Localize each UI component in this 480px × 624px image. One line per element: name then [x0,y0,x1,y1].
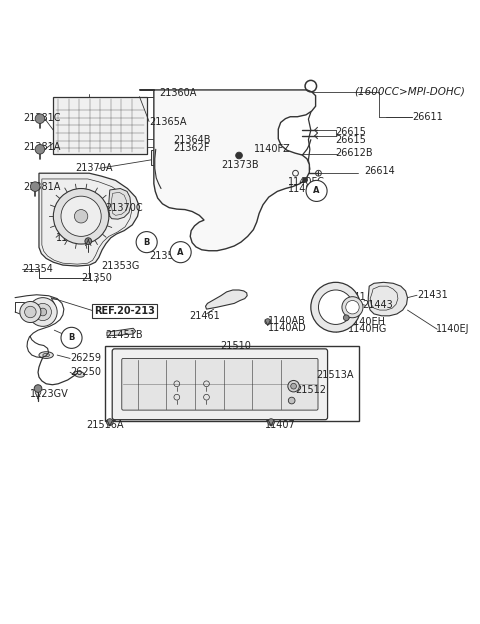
Ellipse shape [74,371,84,377]
Text: 21381A: 21381A [24,182,61,192]
Circle shape [74,210,88,223]
Text: 21461: 21461 [190,311,220,321]
Text: 1140EJ: 1140EJ [436,324,470,334]
Ellipse shape [63,109,89,142]
Text: 21513A: 21513A [317,370,354,380]
Text: 21350: 21350 [81,273,112,283]
Text: 1140FC: 1140FC [288,177,325,187]
Circle shape [34,303,51,321]
Text: 1123GV: 1123GV [30,389,69,399]
Circle shape [291,383,297,389]
Text: 21512: 21512 [296,386,326,396]
Circle shape [342,296,363,318]
FancyBboxPatch shape [112,349,327,420]
Circle shape [311,282,360,332]
Text: 21360A: 21360A [159,88,196,98]
Ellipse shape [43,353,49,357]
Text: 21451B: 21451B [105,330,143,340]
Circle shape [24,306,36,318]
Text: 21441: 21441 [336,291,366,301]
Circle shape [346,301,359,314]
FancyBboxPatch shape [122,358,318,410]
Circle shape [343,315,349,321]
Text: B: B [144,238,150,246]
Polygon shape [235,148,249,165]
Text: (1600CC>MPI-DOHC): (1600CC>MPI-DOHC) [354,86,465,96]
Text: 26615: 26615 [336,135,367,145]
Circle shape [303,177,308,182]
Text: 21370A: 21370A [75,163,112,173]
Circle shape [288,381,300,392]
Text: 1140EH: 1140EH [348,316,386,326]
Circle shape [288,397,295,404]
Text: 21381A: 21381A [24,142,61,152]
Circle shape [35,114,45,124]
Text: A: A [178,248,184,256]
Polygon shape [205,290,247,309]
Ellipse shape [226,212,244,224]
Text: 21431: 21431 [417,290,448,300]
Circle shape [318,290,353,324]
Circle shape [30,182,40,192]
Circle shape [107,419,113,426]
Text: 11407: 11407 [265,420,296,430]
Text: 1140FZ: 1140FZ [254,144,291,154]
Polygon shape [152,150,163,165]
Circle shape [170,241,191,263]
Polygon shape [39,173,140,266]
Circle shape [136,232,157,253]
Polygon shape [368,282,408,316]
Text: 26250: 26250 [70,368,101,378]
Circle shape [61,196,101,236]
Ellipse shape [68,114,84,137]
Text: 26611: 26611 [412,112,443,122]
Text: 21362F: 21362F [173,143,209,153]
Text: 21510: 21510 [220,341,251,351]
Text: 26612B: 26612B [336,148,373,158]
Text: 21370C: 21370C [105,203,143,213]
Polygon shape [53,97,147,154]
Text: 1140AB: 1140AB [268,316,306,326]
Text: 1140AH: 1140AH [288,185,326,195]
Text: B: B [68,333,75,343]
Circle shape [28,298,57,326]
Text: 26259: 26259 [70,353,101,363]
Polygon shape [107,328,136,336]
Text: 1140FZ: 1140FZ [56,233,93,243]
Text: 21352K: 21352K [149,250,186,261]
Circle shape [268,419,275,426]
Text: 21443: 21443 [362,300,393,310]
Text: REF.20-213: REF.20-213 [94,306,155,316]
Text: 26615: 26615 [336,127,367,137]
Circle shape [39,308,47,316]
Circle shape [61,328,82,348]
Circle shape [20,301,41,323]
Circle shape [34,385,42,392]
Polygon shape [109,188,131,219]
Text: 1140HG: 1140HG [348,324,387,334]
Circle shape [53,188,109,244]
Text: 21516A: 21516A [86,420,124,430]
Text: 21364B: 21364B [173,135,211,145]
Text: 21353G: 21353G [101,261,140,271]
Circle shape [265,319,271,324]
Circle shape [35,145,45,154]
Text: 21354: 21354 [22,264,53,274]
Polygon shape [140,90,316,251]
Ellipse shape [39,352,53,358]
Text: 21373B: 21373B [221,160,258,170]
Text: A: A [313,187,320,195]
Text: 26614: 26614 [364,166,395,176]
Circle shape [306,180,327,202]
Text: 21381C: 21381C [24,113,61,123]
Text: 1140AD: 1140AD [268,323,307,333]
Circle shape [85,238,92,245]
Circle shape [236,152,242,159]
Bar [105,346,359,421]
Text: 21365A: 21365A [149,117,187,127]
